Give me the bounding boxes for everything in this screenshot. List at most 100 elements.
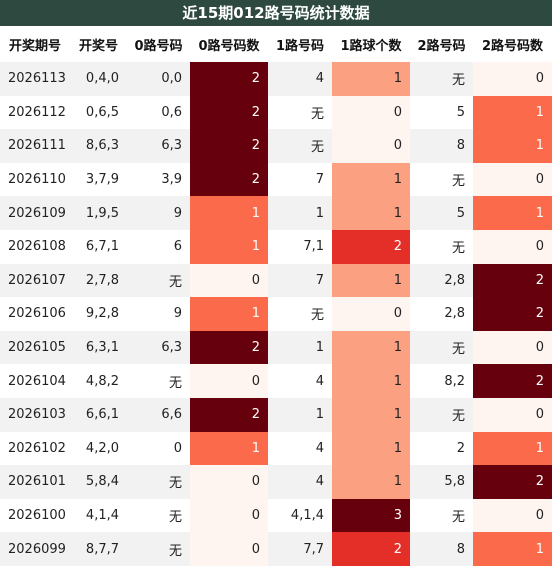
cell: 2026110 (8, 172, 66, 188)
count-cell: 2 (473, 465, 552, 499)
cell: 5,8,4 (70, 465, 127, 499)
count-cell: 1 (332, 162, 410, 197)
cell: 3,9 (161, 172, 182, 188)
count-cell: 1 (332, 465, 410, 499)
cell: 0,0 (127, 62, 190, 96)
cell: 2026113 (0, 62, 70, 96)
count-cell: 1 (332, 263, 410, 298)
cell: 无 (451, 241, 465, 257)
row: 2026113 0,4,0 0,0 2 4 1 无 0 (0, 62, 552, 96)
count-cell: 2 (473, 364, 552, 398)
cell: 无 (268, 129, 332, 163)
count-cell: 2 (473, 297, 552, 331)
cell: 6,3,1 (70, 330, 127, 365)
row: 2026112 0,6,5 0,6 2 无 0 5 1 (0, 95, 552, 130)
column-header: 0路号码 (134, 38, 183, 54)
row: 2026101 5,8,4 无 0 4 1 5,8 2 (0, 465, 552, 499)
count-cell: 1 (190, 229, 268, 264)
cell: 8 (410, 532, 473, 566)
title: 近15期012路号码统计数据 (0, 0, 552, 26)
row: 2026100 4,1,4 无 0 4,1,4 3 无 0 (0, 498, 552, 533)
row: 2026108 6,7,1 6 1 7,1 2 无 0 (0, 229, 552, 264)
count-cell: 1 (332, 431, 410, 466)
cell: 2026099 (0, 532, 70, 566)
cell: 4,1,4 (290, 508, 324, 524)
cell: 2026104 (8, 373, 66, 389)
cell: 4,1,4 (85, 508, 119, 524)
cell: 8,6,3 (70, 129, 127, 163)
row: 2026099 8,7,7 无 0 7,7 2 8 1 (0, 532, 552, 566)
count-cell: 1 (332, 62, 410, 96)
cell: 无 (410, 62, 473, 96)
count-cell: 1 (473, 95, 552, 130)
cell: 9 (173, 306, 182, 322)
count-cell: 0 (190, 465, 268, 499)
table: 开奖期号 开奖号 0路号码 0路号码数 1路号码 1路球个数 2路号码 2路号码数 20261… (0, 26, 552, 566)
count-cell: 1 (332, 397, 410, 432)
row: 2026110 3,7,9 3,9 2 7 1 无 0 (0, 162, 552, 197)
cell: 4 (315, 373, 324, 389)
cell: 8,7,7 (70, 532, 127, 566)
row: 2026111 8,6,3 6,3 2 无 0 8 1 (0, 129, 552, 163)
count-cell: 1 (473, 196, 552, 230)
row: 2026103 6,6,1 6,6 2 1 1 无 0 (0, 397, 552, 432)
row: 2026109 1,9,5 9 1 1 1 5 1 (0, 196, 552, 230)
cell: 0 (173, 440, 182, 456)
cell: 无 (410, 397, 473, 432)
cell: 5,8 (410, 465, 473, 499)
count-cell: 0 (190, 532, 268, 566)
cell: 8,2 (444, 373, 465, 389)
cell: 0,4,0 (70, 62, 127, 96)
cell: 9 (127, 196, 190, 230)
column-header: 2路号码数 (481, 38, 544, 54)
count-cell: 3 (332, 498, 410, 533)
count-cell: 2 (332, 532, 410, 566)
count-cell: 1 (190, 196, 268, 230)
cell: 6,6,1 (70, 397, 127, 432)
cell: 无 (410, 330, 473, 365)
cell: 无 (127, 263, 190, 298)
cell: 2026102 (8, 440, 66, 456)
count-cell: 2 (190, 330, 268, 365)
cell: 4,2,0 (85, 440, 119, 456)
row: 2026105 6,3,1 6,3 2 1 1 无 0 (0, 330, 552, 365)
cell: 2026108 (8, 239, 66, 255)
cell: 6,7,1 (85, 239, 119, 255)
cell: 4 (268, 62, 332, 96)
cell: 2026106 (8, 306, 66, 322)
cell: 5 (456, 104, 465, 120)
cell: 1 (268, 196, 332, 230)
count-cell: 1 (473, 532, 552, 566)
count-cell: 0 (190, 364, 268, 398)
count-cell: 2 (332, 229, 410, 264)
cell: 2 (456, 440, 465, 456)
cell: 2026107 (0, 263, 70, 298)
count-cell: 1 (473, 431, 552, 466)
cell: 1 (268, 330, 332, 365)
cell: 0,6 (161, 104, 182, 120)
cell: 5 (410, 196, 473, 230)
count-cell: 1 (332, 330, 410, 365)
cell: 无 (127, 532, 190, 566)
column-header: 开奖号 (78, 38, 118, 54)
count-cell: 2 (190, 129, 268, 163)
count-cell: 0 (473, 62, 552, 96)
cell: 0,6,5 (85, 104, 119, 120)
count-cell: 1 (332, 196, 410, 230)
column-header: 2路号码 (417, 38, 466, 54)
header-row: 开奖期号 开奖号 0路号码 0路号码数 1路号码 1路球个数 2路号码 2路号码数 (0, 26, 552, 62)
cell: 7,7 (268, 532, 332, 566)
cell: 3,7,9 (85, 172, 119, 188)
row: 2026106 9,2,8 9 1 无 0 2,8 2 (0, 297, 552, 331)
count-cell: 0 (332, 129, 410, 163)
row: 2026102 4,2,0 0 1 4 1 2 1 (0, 431, 552, 466)
count-cell: 2 (190, 162, 268, 197)
count-cell: 0 (473, 397, 552, 432)
column-header: 0路号码数 (198, 38, 260, 54)
column-header: 1路号码 (275, 38, 325, 54)
cell: 2,7,8 (70, 263, 127, 298)
cell: 2,8 (444, 306, 465, 322)
cell: 无 (451, 174, 465, 190)
cell: 8 (410, 129, 473, 163)
column-header: 开奖期号 (8, 38, 61, 54)
